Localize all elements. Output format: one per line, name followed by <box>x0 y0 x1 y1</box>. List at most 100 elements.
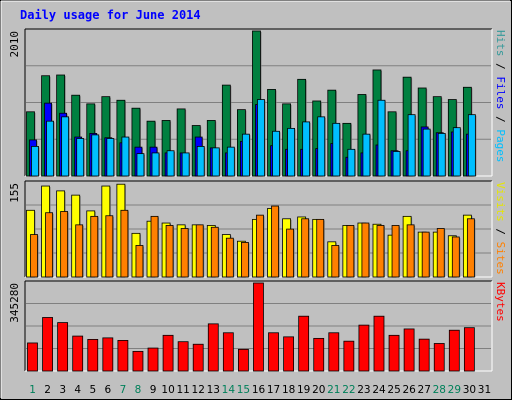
bar-pages-day-20 <box>317 116 326 177</box>
bar-kbytes-day-13 <box>207 323 219 372</box>
bar-sites-day-18 <box>286 228 294 278</box>
axis-label-part: Visits <box>494 182 507 222</box>
axis-label-part: / <box>494 222 507 242</box>
bar-pages-day-18 <box>287 127 295 177</box>
chart-title: Daily usage for June 2014 <box>20 8 201 22</box>
panel-3: 345280 KBytes <box>8 280 507 372</box>
bar-pages-day-30 <box>467 114 476 177</box>
bar-sites-day-6 <box>105 215 114 278</box>
day-label: 31 <box>478 384 491 396</box>
bar-kbytes-day-2 <box>42 317 53 372</box>
bar-pages-day-3 <box>61 116 70 177</box>
bar-sites-day-16 <box>256 214 264 278</box>
bar-sites-day-7 <box>120 209 129 278</box>
day-label: 4 <box>74 384 81 396</box>
bar-kbytes-day-14 <box>222 332 234 372</box>
bar-pages-day-4 <box>76 138 85 177</box>
day-label: 16 <box>252 384 266 396</box>
axis-label-part: Hits <box>494 30 507 57</box>
bar-kbytes-day-15 <box>238 348 249 372</box>
day-label: 7 <box>120 384 127 396</box>
bar-sites-day-21 <box>331 245 340 278</box>
bar-pages-day-28 <box>437 133 446 177</box>
axis-label-part: / <box>494 110 507 130</box>
day-label: 8 <box>135 384 142 396</box>
day-label: 26 <box>402 384 416 396</box>
bar-sites-day-1 <box>30 234 38 278</box>
day-label: 28 <box>433 384 446 396</box>
bar-pages-day-7 <box>121 136 130 177</box>
bar-sites-day-28 <box>436 228 445 278</box>
day-label: 2 <box>44 384 51 396</box>
bar-pages-day-24 <box>377 99 386 177</box>
day-label: 24 <box>372 384 386 396</box>
bar-pages-day-16 <box>257 99 265 177</box>
bar-sites-day-14 <box>225 237 234 278</box>
bar-pages-day-13 <box>211 147 220 177</box>
panel-series-label: Hits / Files / Pages <box>494 30 507 163</box>
day-label: 6 <box>105 384 112 396</box>
bar-pages-day-23 <box>362 133 371 177</box>
day-label: 9 <box>150 384 157 396</box>
bar-kbytes-day-3 <box>57 322 69 372</box>
bar-kbytes-day-27 <box>418 338 430 372</box>
panel-max-label: 155 <box>8 183 21 203</box>
bar-pages-day-22 <box>347 148 356 177</box>
bar-kbytes-day-18 <box>283 336 294 372</box>
panel-1: 2010 Hits / Files / Pages <box>8 28 507 177</box>
bar-kbytes-day-5 <box>87 338 99 372</box>
bar-kbytes-day-19 <box>298 315 310 372</box>
bar-sites-day-24 <box>376 225 385 278</box>
bar-sites-day-27 <box>421 231 430 278</box>
bar-pages-day-2 <box>46 120 54 177</box>
bar-sites-day-10 <box>165 225 174 278</box>
day-label: 25 <box>387 384 400 396</box>
bar-sites-day-2 <box>45 212 53 278</box>
bar-sites-day-29 <box>451 236 460 278</box>
bar-pages-day-25 <box>392 151 401 177</box>
day-label: 30 <box>463 384 476 396</box>
day-label: 27 <box>418 384 431 396</box>
bar-pages-day-29 <box>452 127 461 177</box>
day-label: 11 <box>176 384 189 396</box>
bar-kbytes-day-29 <box>448 329 460 372</box>
bar-sites-day-22 <box>346 225 355 278</box>
panel-max-label: 345280 <box>8 283 21 323</box>
bar-kbytes-day-7 <box>117 340 129 372</box>
day-axis: 1 2 3 4 5 6 7 8 9 10 11 12 13 14 15 16 17 18 19 20 21 22 23 24 2… <box>29 384 491 396</box>
bar-sites-day-13 <box>210 226 219 278</box>
bar-sites-day-19 <box>301 218 310 278</box>
bar-pages-day-26 <box>407 114 416 177</box>
bar-sites-day-8 <box>135 245 144 278</box>
bar-pages-day-19 <box>302 121 311 177</box>
bar-kbytes-day-22 <box>343 340 355 372</box>
bar-kbytes-day-11 <box>177 341 189 372</box>
bar-sites-day-20 <box>316 218 325 278</box>
day-label: 1 <box>29 384 36 396</box>
bar-kbytes-day-4 <box>72 335 84 372</box>
bar-sites-day-17 <box>271 205 279 278</box>
panel-2: 155 Visits / Sites <box>8 180 507 278</box>
bar-pages-day-12 <box>196 146 205 177</box>
bar-sites-day-5 <box>90 215 99 278</box>
bar-kbytes-day-8 <box>132 350 144 372</box>
axis-label-part: KBytes <box>494 282 507 322</box>
bar-kbytes-day-20 <box>313 337 325 372</box>
bar-sites-day-25 <box>391 225 400 278</box>
bar-sites-day-4 <box>75 224 84 278</box>
day-label: 12 <box>192 384 205 396</box>
bar-pages-day-5 <box>91 134 100 177</box>
panel-series-label: Visits / Sites <box>494 182 507 275</box>
bar-pages-day-14 <box>226 146 235 177</box>
bar-sites-day-30 <box>466 218 475 278</box>
day-label: 22 <box>342 384 355 396</box>
bar-kbytes-day-30 <box>463 327 475 372</box>
day-label: 15 <box>237 384 250 396</box>
bar-pages-day-17 <box>272 130 280 177</box>
day-label: 3 <box>59 384 66 396</box>
bar-kbytes-day-17 <box>268 332 279 372</box>
bar-pages-day-10 <box>166 150 175 177</box>
bar-kbytes-day-21 <box>328 332 340 372</box>
bar-kbytes-day-16 <box>253 282 264 372</box>
bar-pages-day-8 <box>136 153 145 177</box>
